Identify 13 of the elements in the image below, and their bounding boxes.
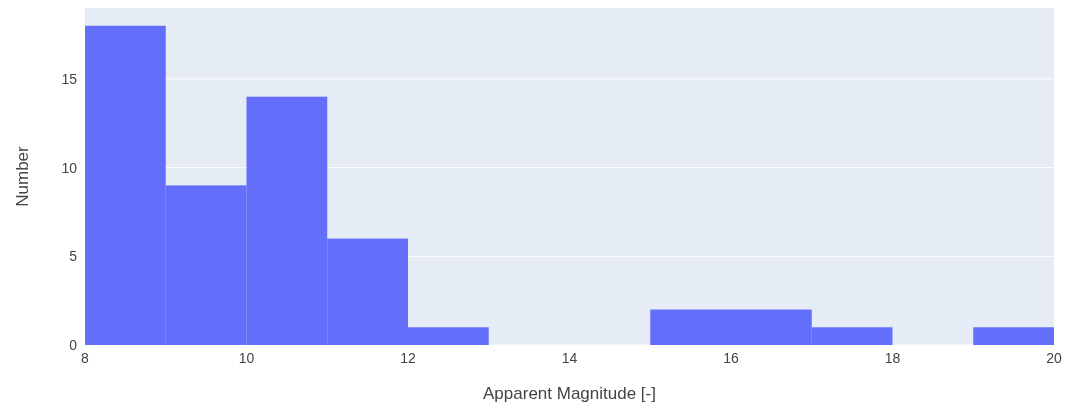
x-axis-title: Apparent Magnitude [-] [483,384,656,403]
y-tick-label: 10 [61,159,78,176]
x-tick-label: 8 [81,349,90,366]
x-tick-label: 12 [400,349,416,366]
x-tick-label: 18 [884,349,901,366]
x-tick-label: 16 [723,349,739,366]
y-axis-title: Number [13,145,33,207]
x-tick-label: 20 [1046,349,1062,366]
y-tick-label: 0 [69,336,78,353]
y-tick-label: 5 [69,248,78,265]
x-tick-label: 14 [561,349,578,366]
x-tick-label: 10 [238,349,255,366]
y-tick-label: 15 [61,70,78,87]
